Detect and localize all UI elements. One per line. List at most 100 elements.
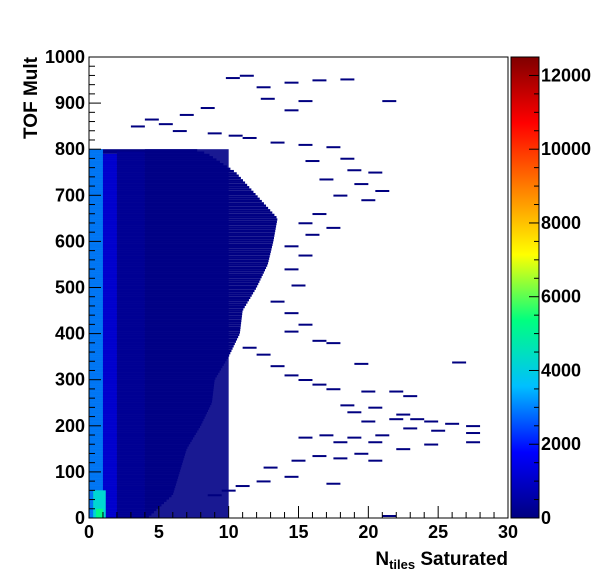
heatmap-bin: [312, 213, 327, 216]
heatmap-bin: [382, 100, 397, 103]
heatmap-bin: [291, 459, 306, 462]
heatmap-bin: [326, 226, 341, 229]
heatmap-bin: [221, 489, 236, 492]
heatmap-bin: [284, 109, 299, 112]
heatmap-bin: [89, 149, 198, 152]
y-tick-label: 100: [55, 462, 85, 482]
heatmap-bin: [263, 466, 278, 469]
heatmap-bin: [270, 365, 285, 368]
y-tick-label: 700: [55, 185, 85, 205]
heatmap-bin: [326, 146, 341, 149]
heatmap-dense-bin: [102, 153, 117, 518]
y-tick-label: 200: [55, 416, 85, 436]
y-tick-label: 400: [55, 324, 85, 344]
heatmap-bin: [260, 97, 275, 100]
heatmap-bin: [382, 515, 397, 518]
heatmap-bin: [452, 361, 467, 364]
heatmap-bin: [375, 434, 390, 437]
heatmap-bin: [225, 77, 240, 80]
heatmap-bin: [312, 79, 327, 82]
heatmap-bin: [410, 418, 425, 421]
heatmap-bin: [172, 130, 187, 133]
heatmap-bin: [424, 420, 439, 423]
x-tick-label: 15: [288, 522, 308, 542]
x-tick-label: 20: [358, 522, 378, 542]
heatmap-bin: [242, 136, 257, 139]
heatmap-bin: [403, 395, 418, 398]
x-axis: 0 5 10 15 20 25 30: [84, 506, 518, 542]
heatmap-bin: [403, 427, 418, 430]
x-tick-label: 5: [154, 522, 164, 542]
x-tick-label: 30: [498, 522, 518, 542]
heatmap-bin: [291, 284, 306, 287]
heatmap-bin: [368, 441, 383, 444]
heatmap-bin: [228, 134, 243, 137]
x-tick-label: 25: [428, 522, 448, 542]
heatmap-bin: [256, 86, 271, 89]
heatmap-bin: [354, 452, 369, 455]
heatmap-bin: [354, 362, 369, 365]
heatmap-bin: [284, 475, 299, 478]
x-tick-label: 10: [219, 522, 239, 542]
heatmap-bin: [466, 432, 481, 435]
heatmap-bin: [235, 485, 250, 488]
heatmap-bin: [347, 411, 362, 414]
y-tick-label: 1000: [45, 47, 85, 67]
heatmap-bin: [333, 194, 348, 197]
z-tick-label: 6000: [541, 287, 581, 307]
heatmap-bin: [284, 374, 299, 377]
heatmap-bin: [298, 100, 313, 103]
heatmap-bin: [305, 233, 320, 236]
heatmap-bin: [326, 342, 341, 345]
x-axis-label: Ntiles Saturated: [375, 549, 508, 572]
heatmap-bin: [340, 78, 355, 81]
heatmap-bin: [298, 379, 313, 382]
z-tick-label: 8000: [541, 213, 581, 233]
heatmap-bin: [284, 312, 299, 315]
z-tick-label: 2000: [541, 434, 581, 454]
heatmap-bin: [242, 346, 257, 349]
heatmap-bin: [424, 443, 439, 446]
colorbar: [510, 56, 540, 519]
heatmap-bin: [347, 169, 362, 172]
heatmap-bin: [305, 160, 320, 163]
heatmap-bin: [179, 113, 194, 116]
heatmap-bins: [89, 74, 481, 518]
heatmap-bin: [284, 245, 299, 248]
heatmap-bin: [368, 171, 383, 174]
heatmap-bin: [284, 81, 299, 84]
colorbar-axis: 0 2000 4000 6000 8000 10000 12000: [529, 65, 591, 528]
y-tick-label: 800: [55, 139, 85, 159]
heatmap-bin: [389, 418, 404, 421]
heatmap-dense-bin: [116, 151, 145, 518]
heatmap-bin: [298, 222, 313, 225]
y-tick-label: 900: [55, 93, 85, 113]
heatmap-bin: [207, 132, 222, 135]
z-tick-label: 10000: [541, 139, 591, 159]
heatmap-bin: [319, 434, 334, 437]
heatmap-bin: [431, 429, 446, 432]
heatmap-bin: [319, 178, 334, 181]
heatmap-bin: [347, 436, 362, 439]
heatmap-bin: [445, 422, 460, 425]
heatmap-bin: [270, 141, 285, 144]
heatmap-bin: [298, 143, 313, 146]
heatmap-bin: [396, 413, 411, 416]
heatmap-bin: [354, 183, 369, 186]
heatmap-bin: [375, 189, 390, 192]
heatmap-bin: [340, 404, 355, 407]
heatmap-bin: [298, 254, 313, 257]
heatmap-bin: [207, 494, 222, 497]
y-tick-label: 0: [75, 508, 85, 528]
y-axis-label: TOF Mult: [21, 56, 42, 139]
z-tick-label: 4000: [541, 360, 581, 380]
heatmap-bin: [368, 406, 383, 409]
heatmap-bin: [158, 123, 173, 126]
x-tick-label: 0: [84, 522, 94, 542]
heatmap-bin: [200, 107, 215, 110]
heatmap-bin: [256, 353, 271, 356]
heatmap-bin: [284, 330, 299, 333]
heatmap-bin: [361, 390, 376, 393]
heatmap-bin: [312, 339, 327, 342]
heatmap-bin: [333, 441, 348, 444]
